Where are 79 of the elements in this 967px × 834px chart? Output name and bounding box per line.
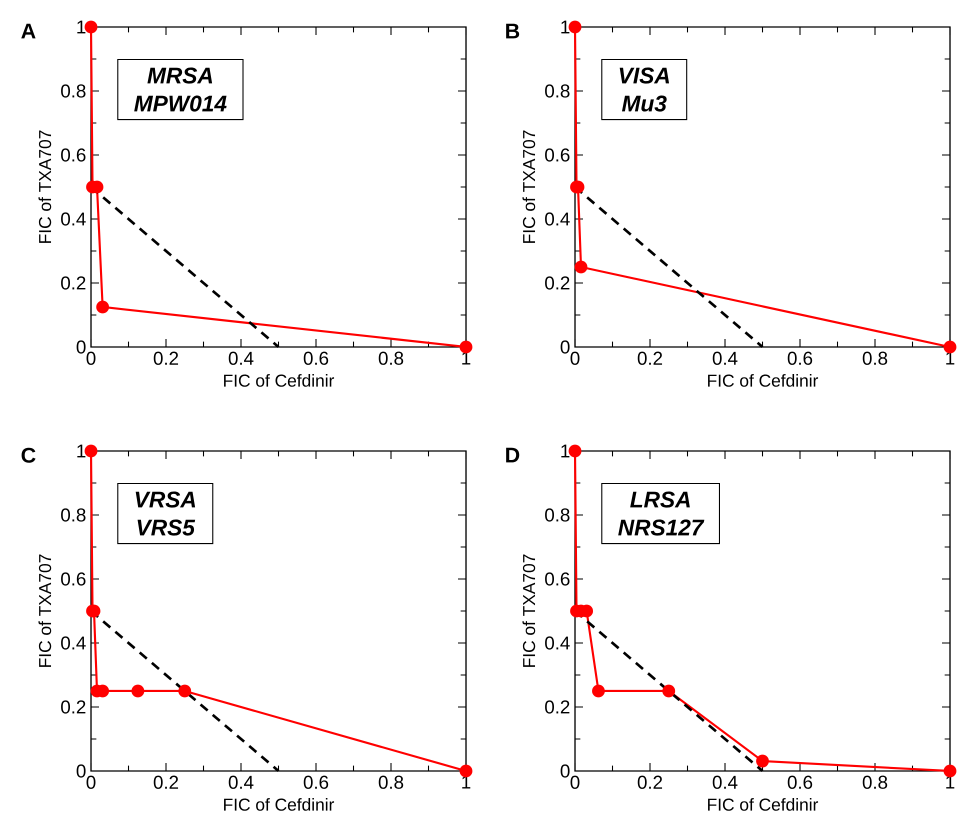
x-tick-label: 0.2 [638, 352, 662, 365]
annotation: LRSA [630, 492, 690, 508]
x-tick-label: 0.4 [712, 352, 738, 365]
x-tick-label: 0.6 [788, 352, 812, 365]
point [131, 684, 144, 698]
y-tick-label: 0.6 [61, 572, 86, 586]
chart-title: C [22, 448, 36, 463]
x-axis-title: FIC of Cefdinir [224, 374, 334, 387]
y-tick-label: 0 [76, 340, 86, 354]
x-tick-label: 0.8 [378, 776, 404, 789]
y-tick-label: 0.8 [545, 508, 570, 522]
y-tick-label: 0.4 [61, 212, 86, 226]
annotation: VRS5 [138, 520, 196, 536]
y-tick-label: 0.4 [545, 636, 570, 650]
x-tick-label: 0.8 [862, 776, 888, 789]
chart-title: A [21, 24, 36, 38]
x-axis-title: FIC of Cefdinir [224, 798, 334, 811]
point [574, 260, 588, 274]
y-tick-label: 1 [561, 20, 570, 34]
x-tick-label: 0 [86, 776, 96, 789]
y-axis-title: FIC of TXA707 [38, 554, 52, 667]
x-tick-label: 0.4 [228, 776, 254, 789]
chart-title: D [506, 448, 520, 462]
point [756, 754, 769, 768]
point [460, 764, 472, 778]
x-tick-label: 0.4 [712, 776, 738, 789]
y-tick-label: 0 [560, 340, 570, 354]
point [568, 444, 582, 458]
y-tick-label: 0.2 [61, 700, 86, 714]
x-axis-title: FIC of Cefdinir [708, 798, 818, 811]
y-axis-title: FIC of TXA707 [522, 554, 536, 667]
y-tick-label: 0.8 [61, 84, 86, 98]
point [662, 684, 676, 698]
x-tick-label: 0.4 [228, 352, 254, 365]
y-tick-label: 1 [77, 20, 86, 34]
x-tick-label: 0.2 [154, 776, 178, 789]
point [592, 684, 605, 698]
x-tick-label: 0 [86, 352, 96, 365]
x-tick-label: 0.2 [638, 776, 662, 789]
y-tick-label: 0.6 [61, 148, 86, 162]
y-tick-label: 0.2 [545, 700, 570, 714]
y-tick-label: 0.4 [545, 212, 570, 226]
chart-title: B [506, 24, 520, 38]
y-tick-label: 1 [561, 444, 570, 458]
x-tick-label: 0.8 [862, 352, 888, 365]
y-axis-title: FIC of TXA707 [38, 130, 52, 243]
point [944, 340, 956, 354]
annotation: Mu3 [622, 96, 667, 112]
annotation: MRSA [147, 68, 212, 84]
x-tick-label: 0 [570, 776, 580, 789]
point [460, 340, 472, 354]
x-tick-label: 0 [570, 352, 580, 365]
point [568, 20, 582, 34]
annotation: MPW014 [134, 96, 227, 112]
x-axis-title: FIC of Cefdinir [708, 374, 818, 387]
x-tick-label: 0.6 [788, 776, 812, 789]
y-tick-label: 1 [77, 444, 86, 458]
x-tick-label: 0.2 [154, 352, 178, 365]
x-tick-label: 0.6 [304, 776, 328, 789]
x-tick-label: 0.8 [378, 352, 404, 365]
y-tick-label: 0.8 [61, 508, 86, 522]
point [178, 684, 192, 698]
point [84, 444, 98, 458]
point [96, 300, 110, 314]
point [84, 20, 98, 34]
y-tick-label: 0.2 [545, 276, 570, 290]
y-tick-label: 0.6 [545, 148, 570, 162]
x-tick-label: 0.6 [304, 352, 328, 365]
annotation: NRS127 [618, 520, 704, 536]
y-tick-label: 0.6 [545, 572, 570, 586]
annotation: VISA [620, 68, 670, 84]
annotation: VRSA [136, 492, 196, 508]
point [944, 764, 956, 778]
y-tick-label: 0 [76, 764, 86, 778]
y-tick-label: 0.8 [545, 84, 570, 98]
y-tick-label: 0 [560, 764, 570, 778]
y-tick-label: 0.4 [61, 636, 86, 650]
y-tick-label: 0.2 [61, 276, 86, 290]
y-axis-title: FIC of TXA707 [522, 130, 536, 243]
